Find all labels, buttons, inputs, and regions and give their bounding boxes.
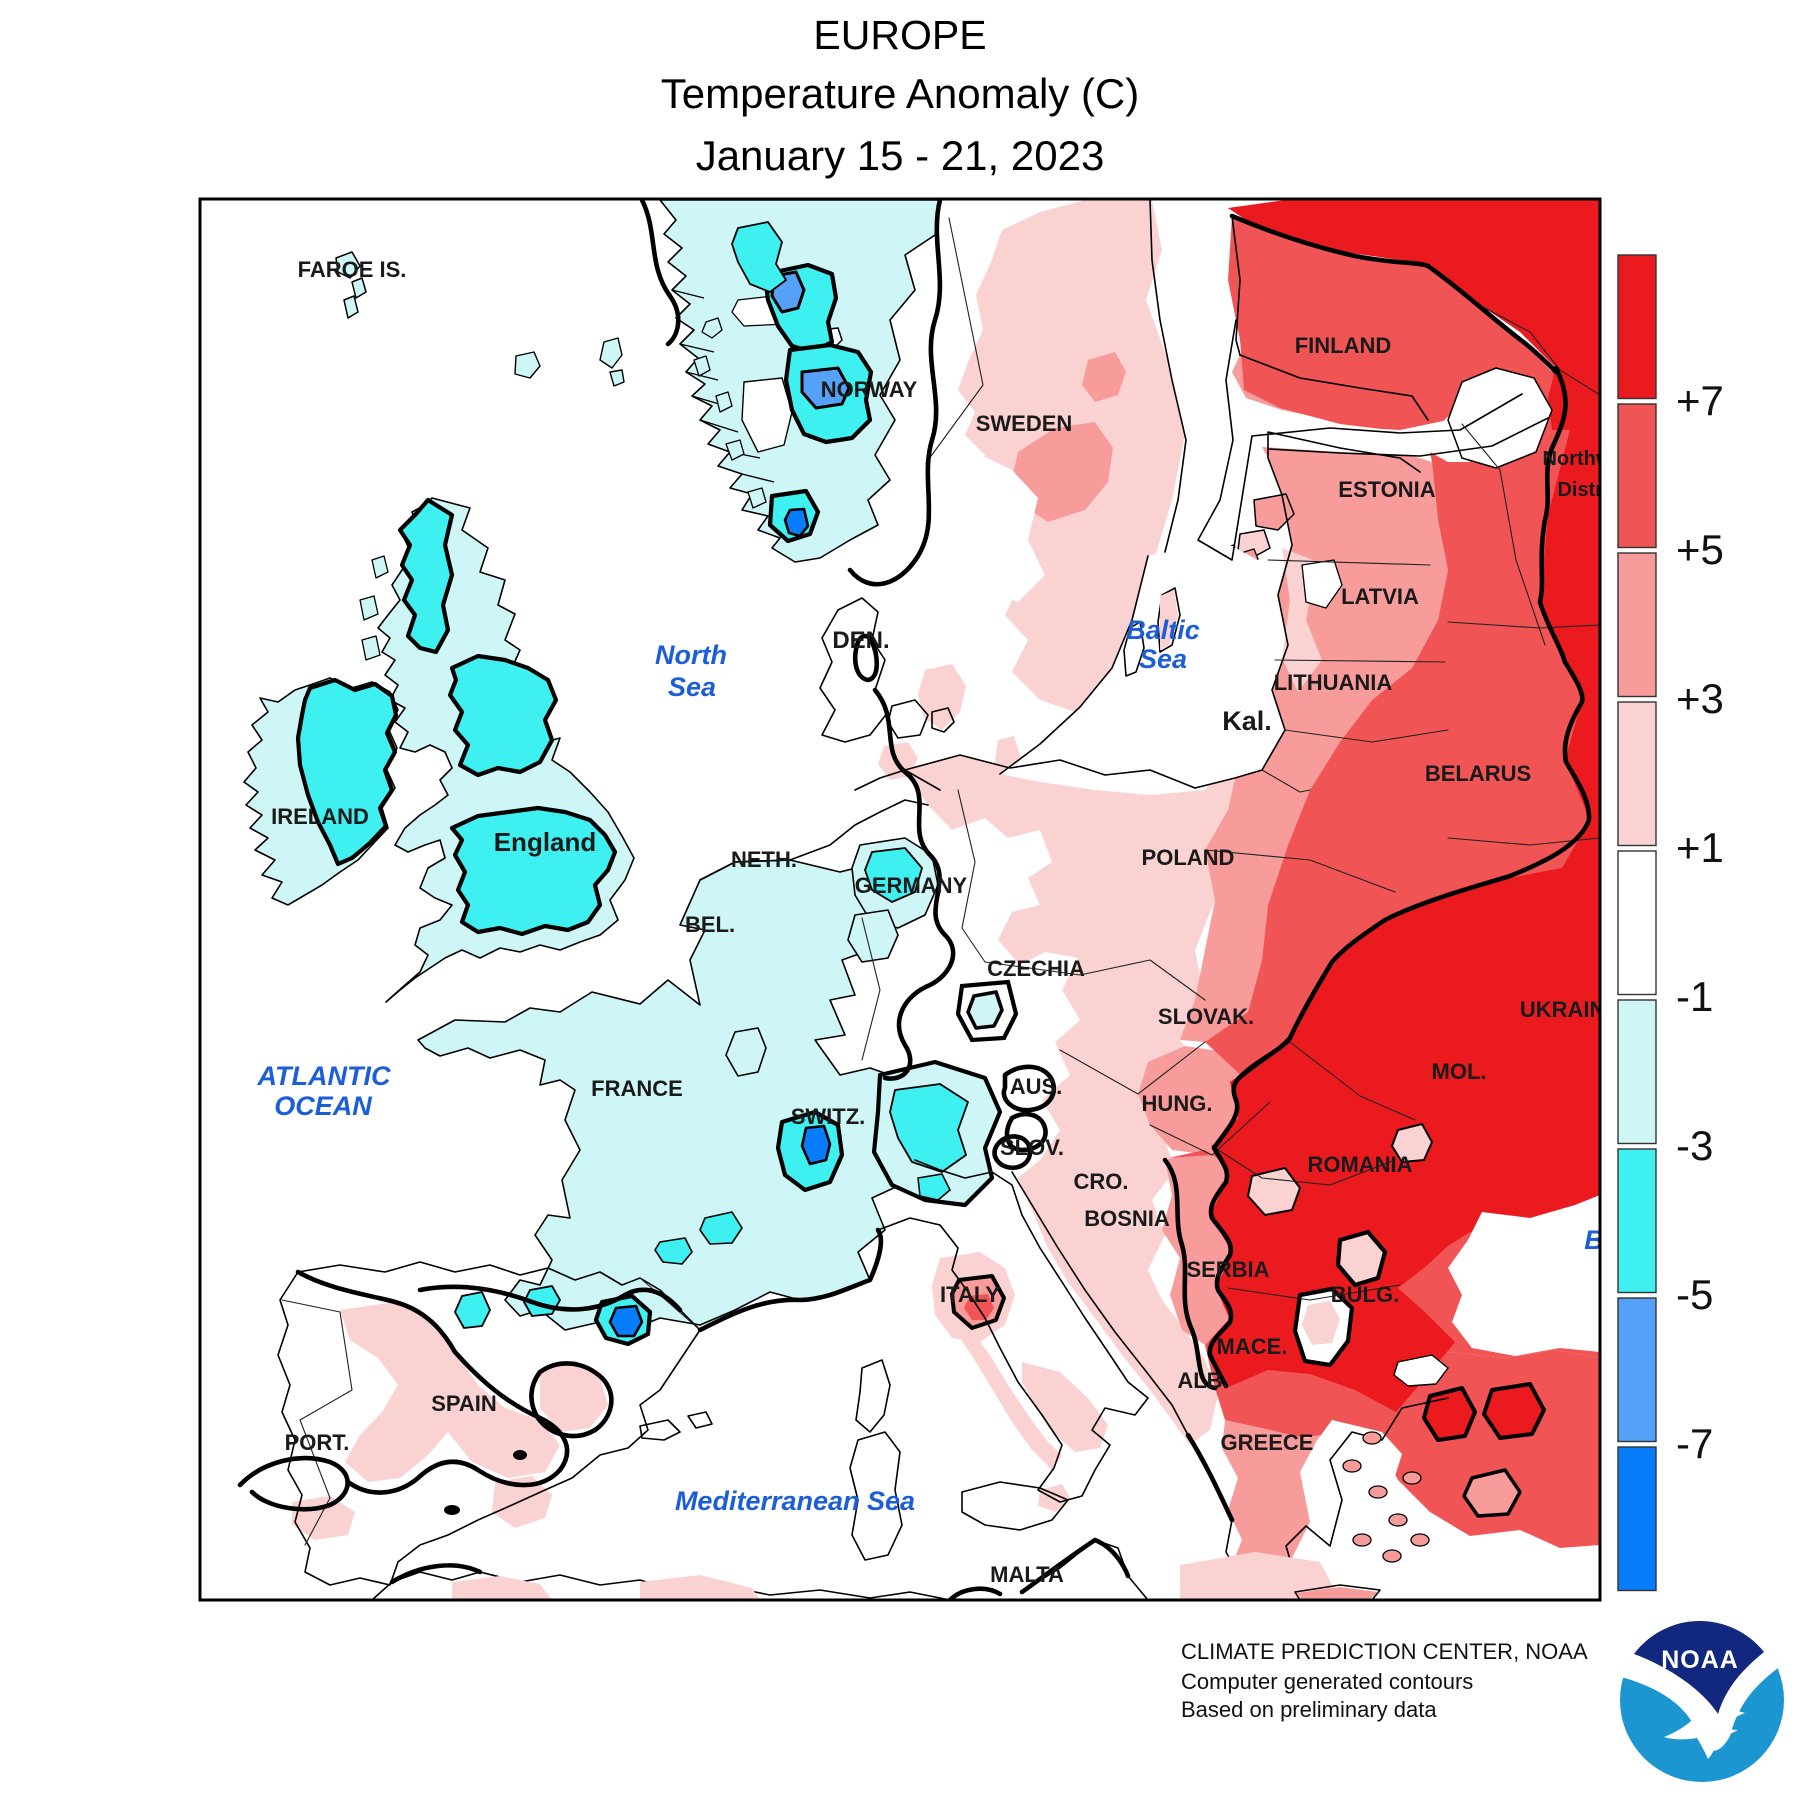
svg-text:+1: +1 [1676, 824, 1724, 871]
svg-text:LITHUANIA: LITHUANIA [1274, 670, 1393, 695]
svg-text:FAROE IS.: FAROE IS. [298, 257, 407, 282]
svg-text:MALTA: MALTA [990, 1562, 1064, 1587]
svg-text:+5: +5 [1676, 526, 1724, 573]
svg-text:ESTONIA: ESTONIA [1338, 477, 1436, 502]
svg-text:SWITZ.: SWITZ. [791, 1104, 866, 1129]
svg-text:SLOVAK.: SLOVAK. [1158, 1004, 1254, 1029]
svg-text:POLAND: POLAND [1142, 845, 1235, 870]
svg-text:ROMANIA: ROMANIA [1307, 1152, 1412, 1177]
svg-text:CRO.: CRO. [1074, 1169, 1129, 1194]
svg-text:-5: -5 [1676, 1271, 1713, 1318]
svg-text:PORT.: PORT. [285, 1430, 350, 1455]
svg-text:FINLAND: FINLAND [1295, 333, 1392, 358]
svg-text:BEL.: BEL. [685, 912, 735, 937]
svg-text:England: England [494, 827, 597, 857]
svg-text:Kal.: Kal. [1222, 706, 1272, 736]
svg-text:DEN.: DEN. [832, 627, 889, 654]
svg-text:CLIMATE PREDICTION CENTER, NOA: CLIMATE PREDICTION CENTER, NOAA [1181, 1639, 1588, 1664]
svg-text:EUROPE: EUROPE [813, 12, 986, 58]
svg-text:GERMANY: GERMANY [855, 873, 968, 898]
svg-text:HUNG.: HUNG. [1142, 1091, 1213, 1116]
svg-text:AUS.: AUS. [1010, 1074, 1063, 1099]
svg-text:ATLANTIC: ATLANTIC [257, 1061, 391, 1091]
svg-text:Northw: Northw [1543, 448, 1612, 470]
svg-text:North: North [655, 640, 727, 670]
svg-text:SWEDEN: SWEDEN [976, 411, 1073, 436]
svg-text:+3: +3 [1676, 675, 1724, 722]
svg-text:MOL.: MOL. [1432, 1059, 1487, 1084]
svg-text:B: B [1584, 1225, 1604, 1255]
svg-text:BULG.: BULG. [1331, 1282, 1399, 1307]
svg-text:Based on preliminary data: Based on preliminary data [1181, 1697, 1437, 1722]
svg-text:OCEAN: OCEAN [274, 1091, 372, 1121]
svg-text:FRANCE: FRANCE [591, 1076, 683, 1101]
svg-text:-3: -3 [1676, 1122, 1713, 1169]
svg-text:-7: -7 [1676, 1420, 1713, 1467]
svg-text:+7: +7 [1676, 377, 1724, 424]
svg-text:NOAA: NOAA [1661, 1646, 1739, 1674]
svg-text:Mediterranean Sea: Mediterranean Sea [675, 1486, 915, 1516]
svg-text:SPAIN: SPAIN [431, 1391, 497, 1416]
svg-text:ALB.: ALB. [1177, 1368, 1228, 1393]
svg-text:BELARUS: BELARUS [1425, 761, 1531, 786]
svg-text:BOSNIA: BOSNIA [1084, 1206, 1170, 1231]
svg-text:GREECE: GREECE [1221, 1430, 1314, 1455]
svg-text:LATVIA: LATVIA [1341, 584, 1419, 609]
svg-text:ITALY: ITALY [940, 1282, 1000, 1307]
svg-text:MACE.: MACE. [1217, 1334, 1288, 1359]
svg-text:SERBIA: SERBIA [1186, 1257, 1269, 1282]
svg-text:Distri: Distri [1557, 479, 1608, 501]
svg-text:Sea: Sea [1139, 644, 1187, 674]
svg-text:Temperature Anomaly (C): Temperature Anomaly (C) [661, 70, 1140, 117]
svg-text:IRELAND: IRELAND [271, 804, 369, 829]
svg-text:Sea: Sea [668, 672, 716, 702]
svg-text:CZECHIA: CZECHIA [987, 956, 1085, 981]
svg-text:UKRAINE: UKRAINE [1520, 997, 1620, 1022]
svg-text:NETH.: NETH. [731, 847, 797, 872]
svg-text:Baltic: Baltic [1126, 615, 1200, 645]
svg-text:January 15 - 21, 2023: January 15 - 21, 2023 [696, 132, 1105, 179]
svg-text:NORWAY: NORWAY [821, 377, 918, 402]
svg-text:-1: -1 [1676, 973, 1713, 1020]
svg-text:Computer generated contours: Computer generated contours [1181, 1669, 1473, 1694]
svg-text:SLOV.: SLOV. [1000, 1135, 1064, 1160]
